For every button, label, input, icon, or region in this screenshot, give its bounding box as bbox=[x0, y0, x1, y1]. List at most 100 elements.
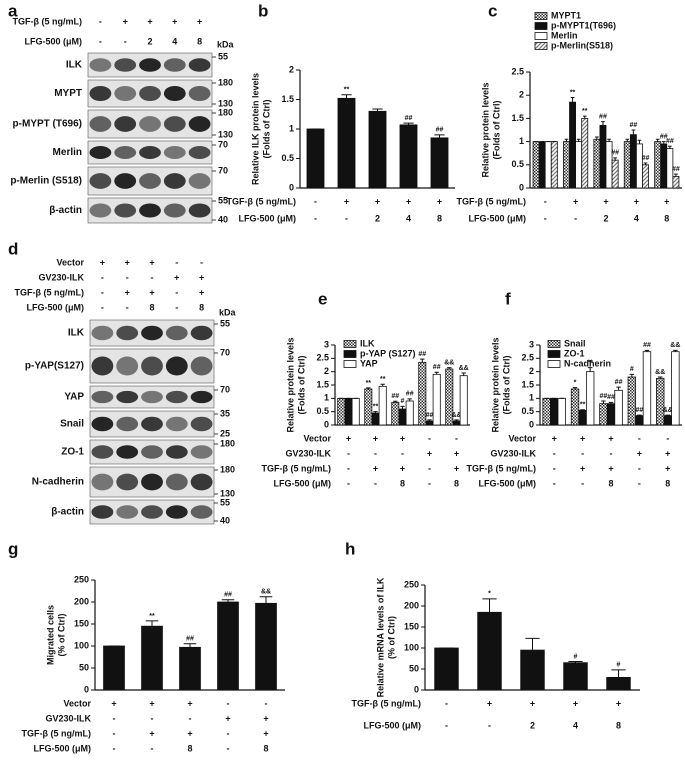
condition-label: TGF-β (5 ng/mL) bbox=[22, 728, 91, 738]
condition-value: + bbox=[147, 16, 152, 26]
band-label: ILK bbox=[66, 60, 83, 71]
error-bar bbox=[576, 138, 581, 142]
condition-value: - bbox=[200, 257, 203, 267]
blot-band bbox=[114, 58, 137, 72]
bar bbox=[663, 415, 672, 426]
blot-band bbox=[190, 416, 213, 432]
significance-label: && bbox=[663, 407, 673, 414]
error-bar bbox=[582, 115, 587, 119]
condition-label: LFG-500 (μM) bbox=[478, 478, 536, 488]
marker-label: 130 bbox=[218, 129, 233, 139]
bar bbox=[432, 373, 441, 426]
condition-value: + bbox=[437, 196, 442, 206]
condition-value: + bbox=[373, 463, 378, 473]
bar bbox=[627, 376, 637, 426]
condition-value: + bbox=[172, 16, 177, 26]
legend-swatch bbox=[534, 42, 548, 50]
band-label: Merlin bbox=[53, 147, 82, 158]
blot-band bbox=[114, 85, 137, 102]
legend-swatch bbox=[534, 12, 548, 20]
condition-value: + bbox=[187, 728, 192, 738]
error-bar bbox=[572, 387, 578, 389]
condition-value: - bbox=[175, 257, 178, 267]
bar bbox=[575, 141, 583, 189]
marker-label: 130 bbox=[218, 98, 233, 108]
condition-value: + bbox=[454, 448, 459, 458]
blot-band bbox=[165, 473, 188, 491]
bar bbox=[599, 403, 608, 426]
blot-band bbox=[188, 173, 211, 189]
bar bbox=[611, 159, 619, 189]
condition-value: - bbox=[638, 478, 641, 488]
significance-label: ## bbox=[186, 636, 194, 643]
condition-value: + bbox=[552, 433, 557, 443]
condition-value: 8 bbox=[664, 213, 669, 223]
marker-label: 35 bbox=[220, 408, 230, 418]
error-bar bbox=[434, 134, 445, 138]
legend-swatch bbox=[534, 22, 548, 30]
legend-label: p-YAP (S127) bbox=[360, 348, 416, 358]
condition-value: - bbox=[101, 272, 104, 282]
condition-value: 8 bbox=[263, 743, 268, 753]
band-label: ZO-1 bbox=[61, 447, 84, 458]
blot-band bbox=[116, 473, 139, 491]
condition-label: Vector bbox=[508, 433, 536, 443]
condition-value: 8 bbox=[454, 478, 459, 488]
marker-label: 70 bbox=[218, 165, 228, 175]
legend-label: p-MYPT1(T696) bbox=[551, 20, 616, 30]
band-label: ILK bbox=[68, 328, 85, 339]
condition-value: - bbox=[553, 463, 556, 473]
condition-value: - bbox=[265, 698, 268, 708]
legend-swatch bbox=[547, 350, 561, 358]
y-tick-label: 0.5 bbox=[521, 406, 534, 416]
blot-band bbox=[91, 325, 114, 341]
y-tick-label: 1.5 bbox=[511, 113, 524, 123]
bar bbox=[606, 677, 631, 691]
condition-value: - bbox=[151, 743, 154, 753]
error-bar bbox=[221, 599, 235, 602]
condition-value: - bbox=[113, 728, 116, 738]
condition-label: LFG-500 (μM) bbox=[33, 743, 91, 753]
condition-value: - bbox=[666, 433, 669, 443]
significance-label: ** bbox=[582, 108, 588, 115]
legend-label: N-cadherin bbox=[564, 358, 611, 368]
significance-label: && bbox=[444, 360, 454, 367]
bar bbox=[398, 408, 407, 426]
y-tick-label: 0 bbox=[84, 684, 89, 694]
condition-value: - bbox=[227, 698, 230, 708]
bar bbox=[368, 110, 387, 189]
bar bbox=[642, 351, 652, 426]
condition-value: - bbox=[175, 287, 178, 297]
bar bbox=[623, 141, 631, 189]
bar bbox=[542, 397, 551, 426]
error-bar bbox=[461, 372, 466, 376]
condition-label: GV230-ILK bbox=[285, 448, 331, 458]
band-label: N-cadherin bbox=[32, 477, 84, 488]
condition-value: + bbox=[634, 196, 639, 206]
condition-value: + bbox=[665, 448, 670, 458]
bar bbox=[378, 385, 387, 426]
blot-band bbox=[114, 203, 137, 218]
y-axis-label: Relative protein levels bbox=[490, 337, 500, 432]
condition-value: 2 bbox=[147, 36, 152, 46]
blot-band bbox=[190, 505, 213, 519]
error-bar bbox=[595, 136, 599, 140]
error-bar bbox=[587, 367, 593, 372]
blot-band bbox=[91, 390, 114, 404]
error-bar bbox=[613, 157, 617, 161]
y-tick-label: 1.5 bbox=[521, 379, 534, 389]
band-label: Snail bbox=[60, 419, 84, 430]
marker-label: 180 bbox=[220, 464, 235, 474]
condition-value: + bbox=[664, 196, 669, 206]
condition-label: GV230-ILK bbox=[490, 448, 536, 458]
error-bar bbox=[454, 419, 459, 421]
error-bar bbox=[668, 145, 672, 149]
condition-label: TGF-β (5 ng/mL) bbox=[15, 287, 84, 297]
condition-value: - bbox=[610, 448, 613, 458]
legend-label: p-Merlin(S518) bbox=[551, 40, 613, 50]
bar bbox=[544, 141, 552, 189]
error-bar bbox=[403, 122, 414, 125]
blot-band bbox=[89, 203, 112, 218]
condition-value: - bbox=[374, 448, 377, 458]
